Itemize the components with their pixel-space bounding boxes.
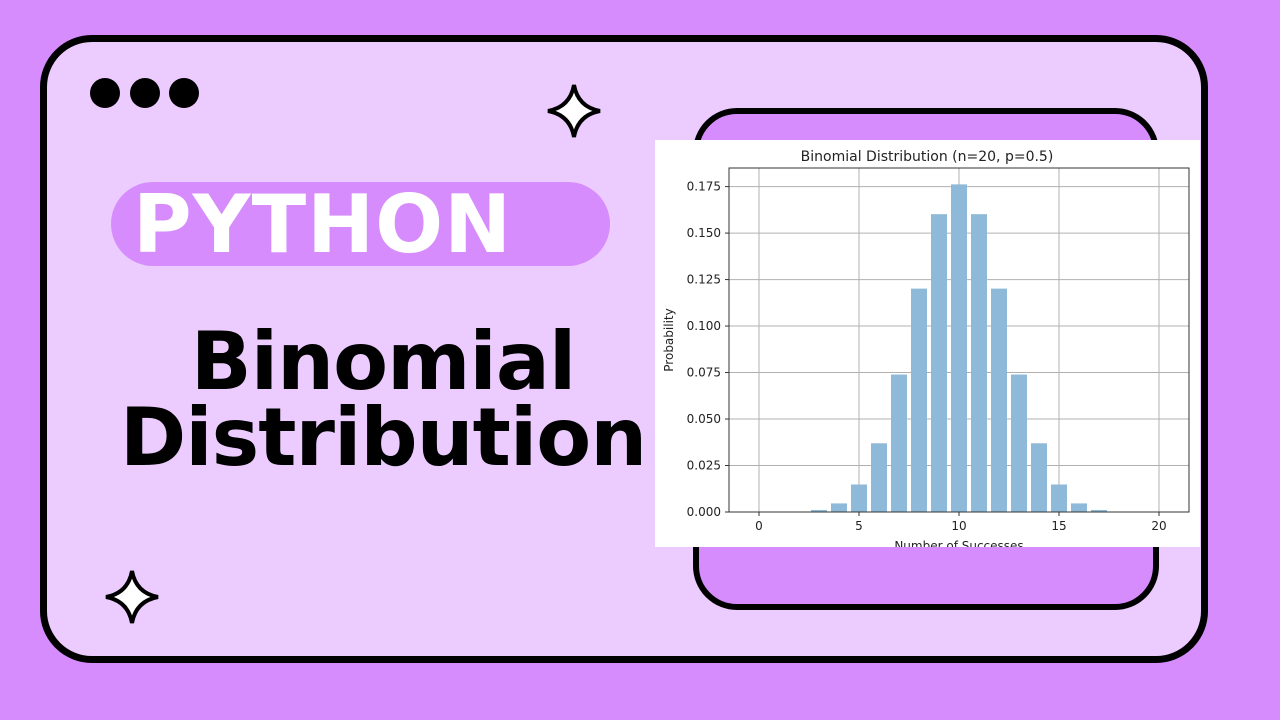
bar-k16 <box>1071 503 1087 512</box>
bar-k5 <box>851 484 867 512</box>
y-tick-label: 0.150 <box>687 226 721 240</box>
python-badge: PYTHON <box>111 178 610 271</box>
bar-k4 <box>831 503 847 512</box>
x-axis-label: Number of Successes <box>894 539 1023 547</box>
bar-k12 <box>991 288 1007 512</box>
plot-area-frame <box>728 167 1190 513</box>
x-tick-label: 10 <box>951 519 966 533</box>
title-line-2: Distribution <box>119 391 647 484</box>
binomial-chart: Binomial Distribution (n=20, p=0.5) Prob… <box>662 149 1190 553</box>
title-line-1: Binomial <box>190 315 577 408</box>
bar-k13 <box>1011 374 1027 512</box>
bar-k6 <box>871 443 887 512</box>
bar-k10 <box>951 184 967 512</box>
x-tick-label: 0 <box>755 519 763 533</box>
y-tick-label: 0.075 <box>687 366 721 380</box>
bar-k7 <box>891 374 907 512</box>
sparkle-icon <box>547 84 601 138</box>
window-dot-icon <box>169 78 199 108</box>
bar-k15 <box>1051 484 1067 512</box>
chart-card: Binomial Distribution (n=20, p=0.5) Prob… <box>655 140 1200 553</box>
y-tick-label: 0.050 <box>687 412 721 426</box>
y-tick-label: 0.175 <box>687 180 721 194</box>
y-tick-label: 0.000 <box>687 505 721 519</box>
window-dot-icon <box>90 78 120 108</box>
x-tick-label: 15 <box>1051 519 1066 533</box>
bar-k8 <box>911 288 927 512</box>
sparkle-icon <box>105 570 159 624</box>
bar-k9 <box>931 214 947 513</box>
window-dot-icon <box>130 78 160 108</box>
y-tick-label: 0.100 <box>687 319 721 333</box>
y-tick-label: 0.125 <box>687 273 721 287</box>
x-tick-label: 5 <box>855 519 863 533</box>
bar-k11 <box>971 214 987 513</box>
y-tick-label: 0.025 <box>687 459 721 473</box>
x-tick-label: 20 <box>1151 519 1166 533</box>
bar-k14 <box>1031 443 1047 512</box>
badge-label: PYTHON <box>133 178 513 271</box>
bar-k17 <box>1091 509 1107 512</box>
bar-k3 <box>811 509 827 512</box>
chart-title: Binomial Distribution (n=20, p=0.5) <box>801 149 1054 165</box>
y-axis-label: Probability <box>662 308 676 371</box>
